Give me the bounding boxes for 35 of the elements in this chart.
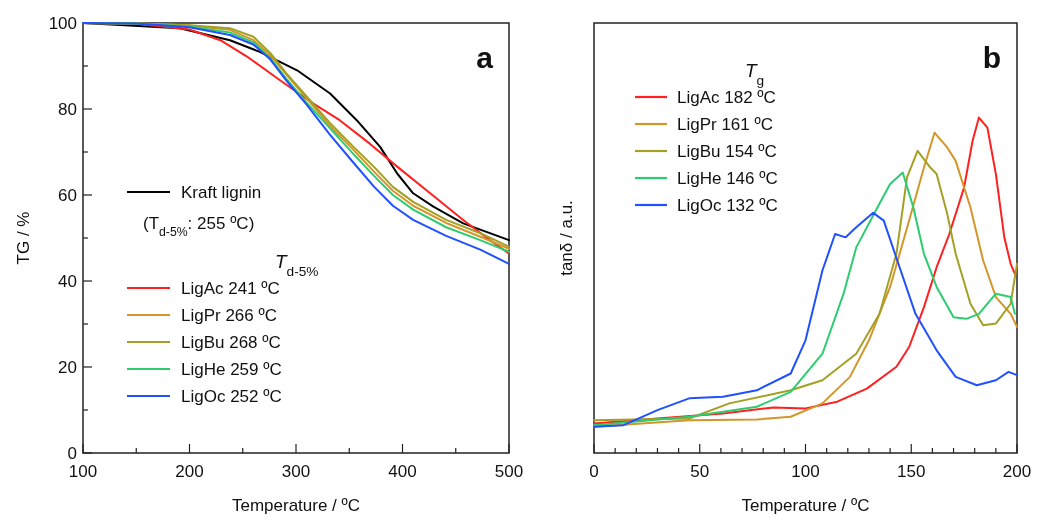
x-tick-label: 200 bbox=[1002, 462, 1032, 481]
legend-label: LigBu 268 ºC bbox=[181, 333, 281, 352]
legend-label: Kraft lignin bbox=[181, 183, 262, 202]
legend-label: LigHe 146 ºC bbox=[677, 169, 778, 188]
annotation: (T$_{d-5%}$: 255 ºC) bbox=[143, 214, 255, 239]
x-tick-label: 500 bbox=[494, 462, 524, 481]
y-axis-title: tanδ / a.u. bbox=[557, 200, 576, 276]
legend-label: LigPr 161 ºC bbox=[677, 115, 773, 134]
x-axis-title: Temperature / ºC bbox=[741, 496, 870, 515]
legend-label: LigPr 266 ºC bbox=[181, 306, 277, 325]
x-tick-label: 100 bbox=[791, 462, 820, 481]
y-tick-label: 20 bbox=[58, 358, 77, 377]
x-tick-label: 300 bbox=[281, 462, 311, 481]
y-tick-label: 0 bbox=[67, 444, 77, 463]
y-tick-label: 40 bbox=[58, 272, 77, 291]
legend-label: LigAc 182 ºC bbox=[677, 88, 776, 107]
y-tick-label: 60 bbox=[58, 186, 77, 205]
y-axis-title: TG / % bbox=[14, 211, 33, 265]
text: a bbox=[476, 41, 494, 74]
x-tick-label: 400 bbox=[388, 462, 417, 481]
legend-title: T$_{g}$ bbox=[745, 60, 765, 88]
legend-label: LigBu 154 ºC bbox=[677, 142, 777, 161]
y-tick-label: 100 bbox=[48, 14, 77, 33]
legend-label: LigHe 259 ºC bbox=[181, 360, 282, 379]
legend-title: T$_{d-5%}$ bbox=[275, 251, 319, 279]
x-tick-label: 150 bbox=[897, 462, 926, 481]
legend-label: LigOc 252 ºC bbox=[181, 387, 282, 406]
legend-label: LigOc 132 ºC bbox=[677, 196, 778, 215]
x-tick-label: 0 bbox=[589, 462, 599, 481]
y-tick-label: 80 bbox=[58, 100, 77, 119]
x-tick-label: 50 bbox=[690, 462, 710, 481]
x-axis-title: Temperature / ºC bbox=[231, 496, 361, 515]
x-tick-label: 200 bbox=[175, 462, 204, 481]
chart-title: b bbox=[982, 41, 1001, 74]
legend-label: LigAc 241 ºC bbox=[181, 279, 280, 298]
